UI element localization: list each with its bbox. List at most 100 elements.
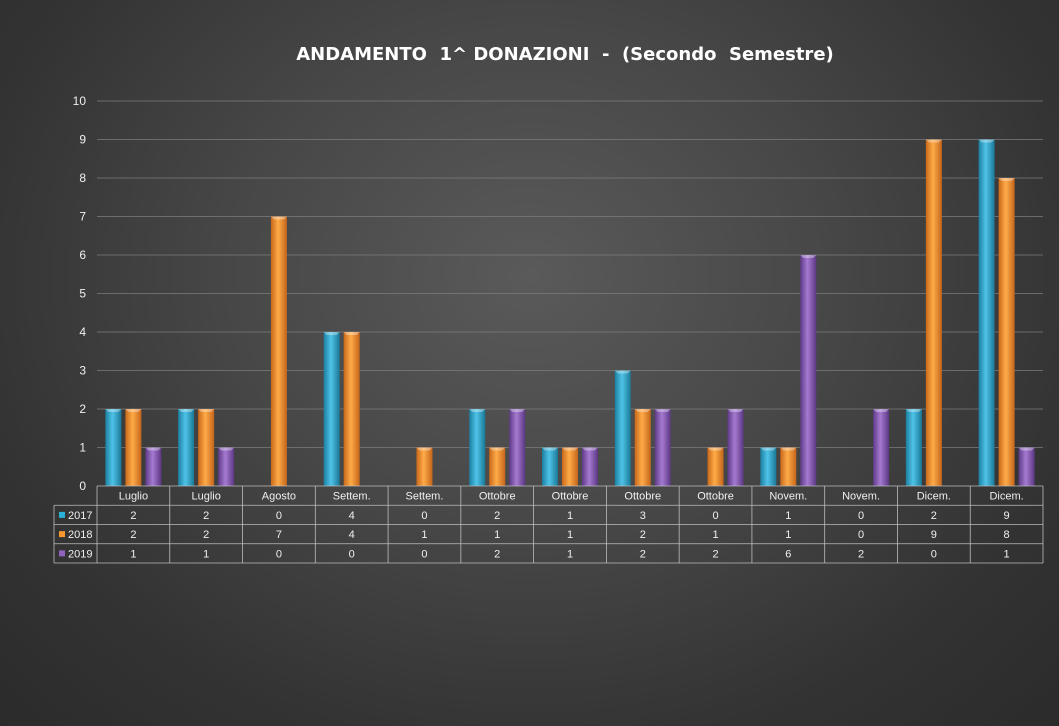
y-tick-label: 1	[79, 441, 86, 455]
x-tick-label: Novem.	[769, 491, 807, 503]
x-tick-label: Novem.	[842, 491, 880, 503]
bar-2017-13	[978, 139, 995, 486]
table-value-2019: 2	[712, 548, 718, 560]
bar-2018-6	[489, 447, 506, 486]
bar-2019-7	[582, 447, 598, 486]
y-tick-label: 4	[79, 325, 86, 339]
x-tick-label: Luglio	[119, 491, 148, 503]
x-tick-label: Ottobre	[552, 491, 589, 503]
y-tick-label: 7	[79, 210, 86, 224]
x-tick-label: Settem.	[333, 491, 371, 503]
bar-2018-13	[998, 178, 1015, 486]
y-tick-label: 10	[73, 94, 87, 108]
table-value-2019: 1	[203, 548, 209, 560]
bar-2019-10	[800, 255, 817, 486]
bar-2017-1	[105, 409, 122, 486]
table-value-2017: 1	[785, 510, 791, 522]
x-tick-label: Ottobre	[479, 491, 516, 503]
table-value-2018: 1	[494, 529, 500, 541]
bar-2018-3	[270, 216, 287, 486]
table-value-2017: 4	[349, 510, 355, 522]
bar-2019-9	[727, 409, 744, 486]
y-tick-label: 5	[79, 287, 86, 301]
table-value-2017: 9	[1004, 510, 1010, 522]
bar-2019-2	[218, 447, 235, 486]
y-axis: 0 1 2 3 4 5 6 7 8 9 10	[73, 94, 87, 493]
table-value-2019: 1	[567, 548, 573, 560]
x-tick-label: Settem.	[406, 491, 444, 503]
table-value-2019: 0	[931, 548, 937, 560]
legend-label-2017: 2017	[68, 510, 92, 522]
bar-2018-10	[780, 447, 797, 486]
bar-2017-10	[760, 447, 777, 486]
table-value-2019: 2	[494, 548, 500, 560]
table-value-2017: 0	[421, 510, 427, 522]
x-tick-label: Agosto	[262, 491, 296, 503]
table-value-2018: 8	[1004, 529, 1010, 541]
table-value-2018: 2	[203, 529, 209, 541]
table-value-2018: 2	[130, 529, 136, 541]
bar-2019-8	[654, 409, 671, 486]
table-value-2017: 3	[640, 510, 646, 522]
bar-2019-6	[509, 409, 526, 486]
table-value-2017: 2	[494, 510, 500, 522]
table-value-2017: 1	[567, 510, 573, 522]
table-value-2017: 0	[712, 510, 718, 522]
y-tick-label: 6	[79, 248, 86, 262]
bar-2018-9	[707, 447, 724, 486]
table-value-2019: 0	[349, 548, 355, 560]
table-value-2017: 2	[130, 510, 136, 522]
legend-swatch-2019	[59, 550, 65, 557]
legend-swatch-2018	[59, 531, 65, 538]
bar-2019-1	[145, 447, 162, 486]
bar-2017-7	[542, 447, 558, 486]
table-value-2017: 0	[858, 510, 864, 522]
table-value-2019: 6	[785, 548, 791, 560]
x-tick-label: Dicem.	[989, 491, 1023, 503]
y-tick-label: 0	[79, 479, 86, 493]
bar-2017-12	[905, 409, 922, 486]
x-tick-label: Ottobre	[697, 491, 734, 503]
table-value-2018: 9	[931, 529, 937, 541]
bar-2017-4	[323, 332, 340, 486]
table-value-2018: 1	[567, 529, 573, 541]
table-value-2017: 0	[276, 510, 282, 522]
legend-label-2019: 2019	[68, 548, 92, 560]
x-tick-label: Ottobre	[624, 491, 661, 503]
x-tick-label: Dicem.	[917, 491, 951, 503]
y-tick-label: 8	[79, 171, 86, 185]
bar-2018-1	[125, 409, 142, 486]
gridlines	[97, 100, 1043, 448]
table-value-2017: 2	[931, 510, 937, 522]
bar-2018-2	[198, 409, 215, 486]
bar-2018-5	[416, 447, 433, 486]
y-tick-label: 3	[79, 364, 86, 378]
bar-2018-7	[562, 447, 578, 486]
table-value-2018: 1	[785, 529, 791, 541]
table-value-2018: 2	[640, 529, 646, 541]
table-value-2018: 0	[858, 529, 864, 541]
table-value-2019: 1	[1004, 548, 1010, 560]
bar-2017-6	[469, 409, 486, 486]
bar-2018-8	[634, 409, 651, 486]
chart-title: ANDAMENTO 1^ DONAZIONI - (Secondo Semest…	[296, 44, 834, 65]
table-value-2018: 7	[276, 529, 282, 541]
table-value-2018: 1	[712, 529, 718, 541]
x-tick-label: Luglio	[191, 491, 220, 503]
table-value-2017: 2	[203, 510, 209, 522]
bar-2019-13	[1018, 447, 1035, 486]
y-tick-label: 2	[79, 402, 86, 416]
data-table: Luglio Luglio Agosto Settem. Settem. Ottobre O…	[53, 485, 1044, 564]
bar-2018-12	[925, 139, 942, 486]
table-value-2019: 1	[130, 548, 136, 560]
table-value-2019: 2	[640, 548, 646, 560]
legend-label-2018: 2018	[68, 529, 92, 541]
bar-2018-4	[343, 332, 360, 486]
bars	[105, 139, 1035, 486]
table-value-2018: 4	[349, 529, 355, 541]
bar-2017-8	[614, 370, 631, 486]
table-value-2019: 0	[421, 548, 427, 560]
bar-2019-11	[873, 409, 890, 486]
